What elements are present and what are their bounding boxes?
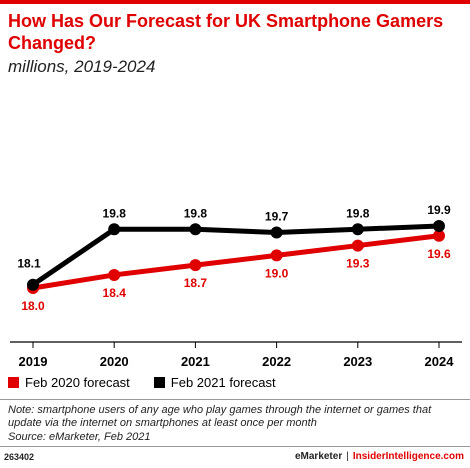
data-point [270,249,283,262]
data-point [433,229,445,242]
data-label: 19.0 [265,266,289,280]
data-label: 19.7 [265,210,289,224]
top-accent-bar [0,0,470,4]
chart-source: Source: eMarketer, Feb 2021 [8,431,151,443]
data-point [433,220,445,232]
data-point [189,223,202,236]
data-point [108,223,121,236]
footer-divider [0,446,470,447]
x-tick-label: 2020 [100,354,129,369]
series-line [31,223,440,287]
data-label: 19.3 [346,257,370,271]
legend-label: Feb 2021 forecast [170,375,276,390]
brand-emarketer: eMarketer [294,451,343,462]
data-point [270,226,283,239]
divider [0,399,470,400]
data-point [189,259,202,272]
x-tick-label: 2022 [262,354,291,369]
data-label: 18.1 [17,257,41,271]
chart-subtitle: millions, 2019-2024 [8,57,156,76]
data-label: 18.7 [184,276,208,290]
data-label: 18.4 [103,286,127,300]
data-label: 19.9 [427,203,451,217]
legend-label: Feb 2020 forecast [25,375,130,390]
legend: Feb 2020 forecast Feb 2021 forecast [8,375,276,390]
data-label: 19.8 [103,206,127,220]
legend-item-feb-2020: Feb 2020 forecast [8,375,130,390]
legend-swatch-red [8,377,19,388]
brand-separator: | [346,451,349,462]
legend-item-feb-2021: Feb 2021 forecast [153,375,276,390]
brand-footer: eMarketer | InsiderIntelligence.com [295,451,464,462]
chart-note: Note: smartphone users of any age who pl… [8,404,432,429]
x-tick-label: 2023 [343,354,372,369]
x-tick-label: 2021 [181,354,210,369]
chart-id: 263402 [4,452,35,462]
data-label: 19.8 [184,206,208,220]
line-chart: 2019 2020 2021 2022 2023 2024 18.0 18.4 18.7 19.… [10,203,462,369]
data-label: 19.8 [346,206,370,220]
series-line [32,233,440,291]
legend-swatch-black [153,377,165,388]
data-label: 18.0 [21,299,45,313]
chart-title: How Has Our Forecast for UK Smartphone G… [8,11,444,53]
brand-insider-intelligence: InsiderIntelligence.com [352,451,464,462]
data-point [351,239,364,252]
data-point [27,278,39,291]
x-tick-label: 2024 [425,354,455,369]
x-tick-label: 2019 [19,354,48,369]
data-point [108,268,121,281]
data-label: 19.6 [427,247,451,261]
data-point [351,223,364,236]
